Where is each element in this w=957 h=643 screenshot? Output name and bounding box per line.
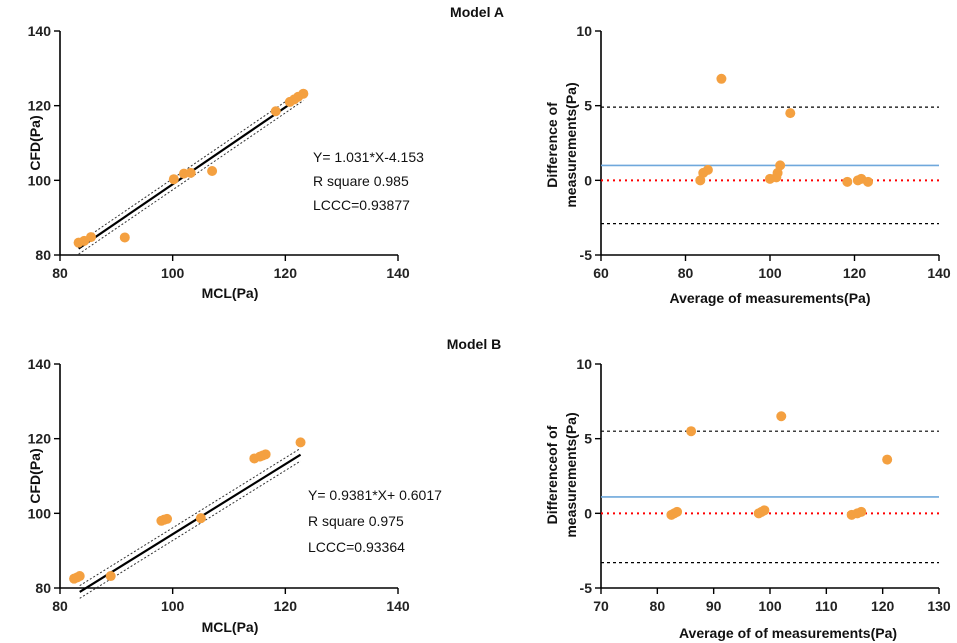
x-axis-label: Average of measurements(Pa) [669,290,870,306]
y-axis-label: CFD(Pa) [27,448,43,503]
x-tick-label: 80 [52,265,68,281]
data-point [856,506,867,517]
confidence-band-lower [79,460,301,599]
data-point [295,437,306,448]
y-tick-label: 5 [584,431,592,447]
y-tick-label: 5 [584,98,592,114]
data-point [775,160,786,171]
y-tick-label: 10 [576,23,592,39]
svg-text:Differenceof of: Differenceof of [544,425,560,524]
x-tick-label: 90 [706,598,722,614]
x-tick-label: 100 [161,265,185,281]
y-axis-label: Difference of measurements(Pa) [544,82,579,207]
y-tick-label: 120 [28,431,52,447]
x-tick-label: 120 [274,265,298,281]
x-tick-label: 60 [593,265,609,281]
data-point [195,513,206,524]
x-tick-label: 140 [927,265,951,281]
panel-title: Model B [447,336,501,352]
data-point [785,108,796,119]
x-tick-label: 130 [927,598,951,614]
y-tick-label: 80 [35,247,51,263]
confidence-band-upper [78,88,304,244]
y-tick-label: 120 [28,98,52,114]
svg-text:Difference of: Difference of [544,102,560,188]
lccc: LCCC=0.93877 [313,197,410,213]
lccc: LCCC=0.93364 [308,539,405,555]
confidence-band-upper [79,447,301,587]
x-axis-label: MCL(Pa) [202,619,259,635]
data-point [260,449,271,460]
data-point [842,176,853,187]
x-tick-label: 140 [386,598,410,614]
data-point [863,176,874,187]
data-point [702,164,713,175]
data-point [185,167,196,178]
r-square: R square 0.975 [308,513,404,529]
x-axis-label: MCL(Pa) [202,285,259,301]
data-point [207,166,218,176]
data-point [686,426,697,437]
x-tick-label: 70 [593,598,609,614]
y-tick-label: 0 [584,172,592,188]
panel-a-bland-altman: Model A Average of measurements(Pa) Diff… [450,4,951,306]
fit-equation: Y= 0.9381*X+ 0.6017 [308,487,442,503]
data-point [119,232,130,243]
data-point [168,174,179,185]
x-tick-label: 120 [843,265,867,281]
y-tick-label: 140 [28,356,52,372]
x-tick-label: 100 [758,598,782,614]
x-tick-label: 80 [678,265,694,281]
data-point [882,454,893,465]
svg-text:measurements(Pa): measurements(Pa) [563,82,579,207]
data-point [105,571,116,582]
x-tick-label: 80 [52,598,68,614]
y-tick-label: 100 [28,172,52,188]
y-tick-label: 100 [28,505,52,521]
panel-b-bland-altman: Model B Average of of measurements(Pa) D… [447,336,951,641]
x-tick-label: 140 [386,265,410,281]
y-axis-label: Differenceof of measurements(Pa) [544,412,579,537]
x-tick-label: 120 [871,598,895,614]
data-point [74,571,85,582]
panel-a-regression: MCL(Pa) CFD(Pa) Y= 1.031*X-4.153 R squar… [27,23,424,301]
regression-line [79,453,302,593]
data-point [85,232,96,243]
x-tick-label: 120 [274,598,298,614]
r-square: R square 0.985 [313,173,409,189]
data-point [298,88,309,99]
x-axis-label: Average of of measurements(Pa) [679,625,897,641]
fit-equation: Y= 1.031*X-4.153 [313,149,424,165]
y-tick-label: -5 [580,580,593,596]
data-point [759,505,770,516]
y-tick-label: -5 [580,247,593,263]
panel-title: Model A [450,4,504,20]
x-tick-label: 100 [161,598,185,614]
y-tick-label: 80 [35,580,51,596]
data-point [162,513,173,524]
x-tick-label: 110 [815,598,838,614]
panel-b-regression: MCL(Pa) CFD(Pa) Y= 0.9381*X+ 0.6017 R sq… [27,356,442,635]
y-tick-label: 140 [28,23,52,39]
svg-text:measurements(Pa): measurements(Pa) [563,412,579,537]
y-axis-label: CFD(Pa) [27,115,43,170]
data-point [776,411,787,422]
y-tick-label: 10 [576,356,592,372]
data-point [270,106,281,117]
x-tick-label: 80 [650,598,666,614]
data-point [672,506,683,517]
data-point [716,73,727,84]
y-tick-label: 0 [584,505,592,521]
x-tick-label: 100 [758,265,782,281]
